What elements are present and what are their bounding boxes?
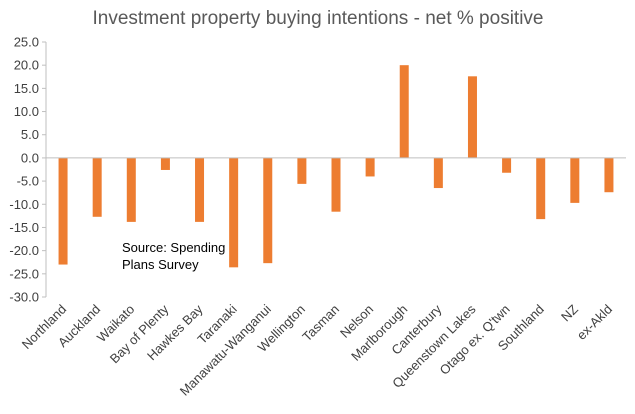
source-note-line-2: Plans Survey — [122, 257, 199, 272]
bar-auckland — [92, 157, 102, 217]
y-tick-label: 10.0 — [14, 104, 39, 119]
y-tick-label: -20.0 — [9, 243, 39, 258]
y-tick-label: -25.0 — [9, 266, 39, 281]
bar-southland — [536, 157, 546, 220]
bar-ex-akld — [604, 157, 614, 193]
bar-otago-ex-q-twn — [502, 157, 512, 173]
category-label: NZ — [558, 301, 581, 324]
y-tick-label: 15.0 — [14, 81, 39, 96]
category-label: ex-Akld — [574, 302, 615, 343]
category-label: Tasman — [299, 302, 342, 345]
bar-nelson — [365, 157, 375, 177]
y-tick-label: -15.0 — [9, 220, 39, 235]
bar-canterbury — [433, 157, 443, 189]
bar-taranaki — [229, 157, 239, 268]
bar-northland — [58, 157, 68, 265]
bar-waikato — [126, 157, 136, 222]
y-tick-label: -10.0 — [9, 197, 39, 212]
bar-marlborough — [399, 65, 409, 158]
y-tick-label: 25.0 — [14, 35, 39, 50]
y-tick-label: 0.0 — [21, 150, 39, 165]
bar-tasman — [331, 157, 341, 212]
bar-hawkes-bay — [195, 157, 205, 222]
y-tick-label: 20.0 — [14, 58, 39, 73]
y-tick-label: 5.0 — [21, 127, 39, 142]
chart-title: Investment property buying intentions - … — [93, 8, 544, 29]
bar-queenstown-lakes — [467, 76, 477, 158]
bars — [58, 65, 614, 268]
source-note-line-1: Source: Spending — [122, 240, 225, 255]
y-axis-ticks: 25.0 20.0 15.0 10.0 5.0 0.0 -5.0 -10.0 -15.0 -20.… — [9, 35, 46, 305]
y-tick-label: -5.0 — [17, 174, 39, 189]
bar-nz — [570, 157, 580, 203]
bar-wellington — [297, 157, 307, 184]
bar-manawatu-wanganui — [263, 157, 273, 264]
bar-bay-of-plenty — [160, 157, 170, 170]
y-tick-label: -30.0 — [9, 290, 39, 305]
